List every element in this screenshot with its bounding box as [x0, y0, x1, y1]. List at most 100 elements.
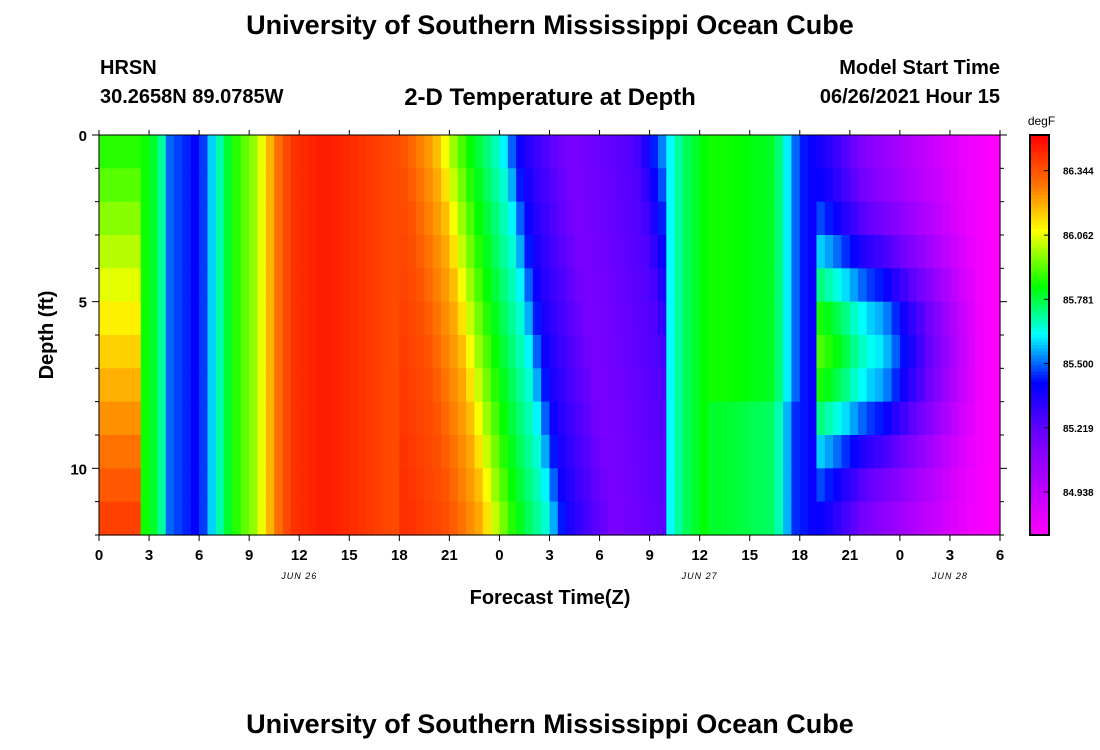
heatmap-cell [491, 368, 501, 403]
heatmap-cell [657, 168, 667, 203]
heatmap-cell [315, 135, 325, 169]
heatmap-cell [232, 301, 242, 336]
colorbar-segment [1030, 431, 1049, 436]
colorbar-segment [1030, 371, 1049, 376]
colorbar-segment [1030, 475, 1049, 479]
heatmap-cell [132, 168, 142, 203]
colorbar-segment [1030, 301, 1049, 306]
heatmap-cell [532, 335, 542, 369]
heatmap-cell [991, 235, 1001, 269]
heatmap-cell [758, 135, 767, 169]
heatmap-cell [816, 401, 826, 436]
heatmap-cell [758, 401, 767, 436]
heatmap-cell [382, 235, 392, 269]
heatmap-cell [124, 235, 133, 269]
heatmap-cell [616, 201, 626, 236]
heatmap-cell [357, 201, 367, 236]
heatmap-cell [708, 335, 717, 369]
heatmap-cell [240, 168, 250, 203]
heatmap-cell [507, 201, 517, 236]
y-tick-label: 0 [79, 128, 87, 145]
colorbar-segment [1030, 405, 1049, 409]
heatmap-cell [783, 135, 793, 169]
heatmap-cell [874, 135, 884, 169]
heatmap-cell [682, 501, 692, 536]
heatmap-cell [783, 468, 793, 503]
heatmap-cell [958, 201, 968, 236]
heatmap-cell [532, 268, 542, 303]
heatmap-cell [791, 368, 801, 403]
heatmap-cell [916, 468, 926, 503]
heatmap-cell [424, 268, 434, 303]
colorbar-segment [1030, 468, 1049, 473]
heatmap-cell [933, 301, 943, 336]
heatmap-cell [240, 335, 250, 369]
heatmap-cell [916, 435, 926, 469]
heatmap-cell [165, 335, 175, 369]
heatmap-cell [215, 168, 225, 203]
colorbar: degF 86.344 86.062 85.781 85.500 85.219 84.938 [1028, 114, 1094, 536]
heatmap-cell [858, 268, 868, 303]
heatmap-cell [716, 401, 726, 436]
heatmap-cell [641, 301, 651, 336]
heatmap-cell [374, 168, 384, 203]
heatmap-cell [224, 235, 234, 269]
heatmap-cell [899, 501, 909, 536]
colorbar-segment [1030, 515, 1049, 519]
colorbar-segment [1030, 225, 1049, 229]
heatmap-cell [924, 335, 934, 369]
colorbar-segment [1030, 215, 1049, 219]
heatmap-cell [449, 468, 459, 503]
heatmap-cell [891, 301, 901, 336]
heatmap-cell [808, 268, 818, 303]
heatmap-cell [933, 235, 943, 269]
x-tick-label: 15 [741, 547, 758, 564]
colorbar-segment [1030, 331, 1049, 336]
heatmap-cell [432, 468, 442, 503]
heatmap-cell [649, 168, 659, 203]
heatmap-cell [591, 435, 601, 469]
heatmap-cell [124, 368, 133, 403]
heatmap-cell [282, 301, 292, 336]
heatmap-cell [307, 135, 317, 169]
heatmap-cell [724, 301, 734, 336]
y-axis: 0 5 10 [70, 128, 1007, 536]
heatmap-cell [182, 401, 192, 436]
heatmap-cell [924, 268, 934, 303]
heatmap-cell [974, 135, 984, 169]
heatmap-cell [866, 368, 876, 403]
heatmap-cell [340, 135, 350, 169]
heatmap-cell [816, 268, 826, 303]
heatmap-cell [149, 335, 158, 369]
heatmap-cell [649, 468, 659, 503]
heatmap-cell [841, 168, 851, 203]
heatmap-cell [265, 168, 275, 203]
heatmap-cell [257, 335, 267, 369]
heatmap-cell [574, 135, 584, 169]
heatmap-cell [416, 301, 425, 336]
heatmap-cell [924, 201, 934, 236]
colorbar-segment [1030, 175, 1049, 179]
heatmap-cell [949, 335, 959, 369]
heatmap-cell [666, 235, 676, 269]
heatmap-cell [874, 401, 884, 436]
heatmap-cell [124, 501, 133, 536]
colorbar-segment [1030, 168, 1049, 173]
heatmap-cell [299, 268, 309, 303]
heatmap-cell [758, 201, 767, 236]
heatmap-cell [466, 435, 476, 469]
station-name: HRSN [100, 57, 157, 79]
x-axis: 0 3 6 9 12 15 18 21 0 3 6 9 12 15 18 21 0 3 6 JUN 26 JUN 27 J… [95, 130, 1004, 581]
heatmap-cell [240, 501, 250, 536]
heatmap-cell [566, 168, 576, 203]
heatmap-cell [549, 235, 559, 269]
colorbar-segment [1030, 158, 1049, 163]
heatmap-cell [382, 201, 392, 236]
heatmap-cell [140, 201, 150, 236]
heatmap-cell [457, 235, 467, 269]
heatmap-cell [115, 501, 125, 536]
heatmap-cell [858, 335, 868, 369]
heatmap-cell [799, 168, 809, 203]
heatmap-cell [724, 201, 734, 236]
heatmap-cell [858, 368, 868, 403]
